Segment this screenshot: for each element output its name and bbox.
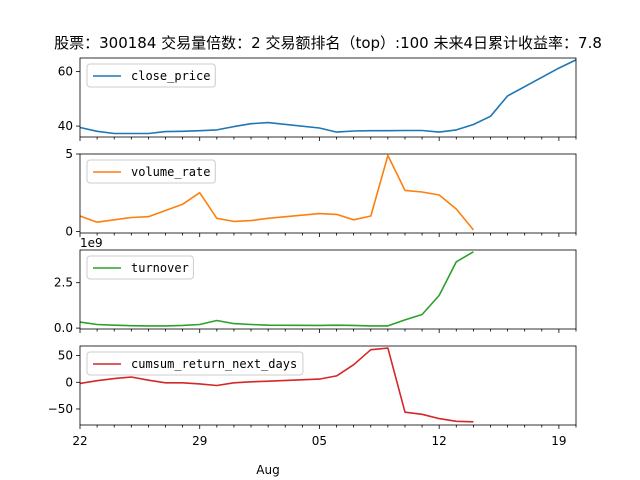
axes-frame [79,57,577,138]
x-axis-label: Aug [256,463,279,477]
x-tick-label: 12 [432,434,447,448]
y-tick-label: 40 [58,119,73,133]
x-tick-label: 05 [312,434,327,448]
legend-label: turnover [131,261,189,275]
legend: close_price [86,63,216,88]
panel-volume_rate: 0 5 volume_rate [65,147,577,238]
x-tick-label: 29 [192,434,207,448]
series-line-cumsum_return_next_days [79,347,474,423]
legend-box [86,159,216,184]
y-tick-label: 60 [58,65,73,79]
y-tick-label: 0.0 [54,321,73,335]
chart-title: 股票：300184 交易量倍数：2 交易额排名（top）:100 未来4日累计收… [54,34,602,52]
legend-label: volume_rate [131,165,210,179]
axes-frame [79,345,577,426]
y-tick-label: 0 [65,375,73,389]
legend-label: close_price [131,69,210,83]
legend-box [86,63,216,88]
series-line-turnover [79,251,474,327]
axes-frame [79,153,577,234]
panel-turnover: 0.0 2.5 1e9 turnover [54,236,577,335]
panel-close_price: 40 60 close_price [58,57,577,141]
y-tick-label: 2.5 [54,276,73,290]
legend: volume_rate [86,159,216,184]
x-tick-label: 19 [551,434,566,448]
legend-box [86,351,304,376]
y-tick-label: 5 [65,147,73,161]
x-axis: 22 29 05 12 19 [72,434,566,448]
x-tick-label: 22 [72,434,87,448]
series-line-volume_rate [79,154,475,231]
panel-cumsum_return_next_days: −50 0 50 cumsum_return_next_days [48,345,577,429]
legend: turnover [86,255,194,280]
axes-frame [79,249,577,330]
y-tick-label: 0 [65,224,73,238]
panels: 40 60 close_price 0 5 volume_rate 0.0 2.5 1e9 tur… [48,57,577,429]
axis-offset-label: 1e9 [80,236,103,250]
y-tick-label: −50 [48,402,73,416]
legend-label: cumsum_return_next_days [131,357,297,371]
legend-box [86,255,194,280]
legend: cumsum_return_next_days [86,351,304,376]
y-tick-label: 50 [58,349,73,363]
series-line-close_price [79,59,577,135]
